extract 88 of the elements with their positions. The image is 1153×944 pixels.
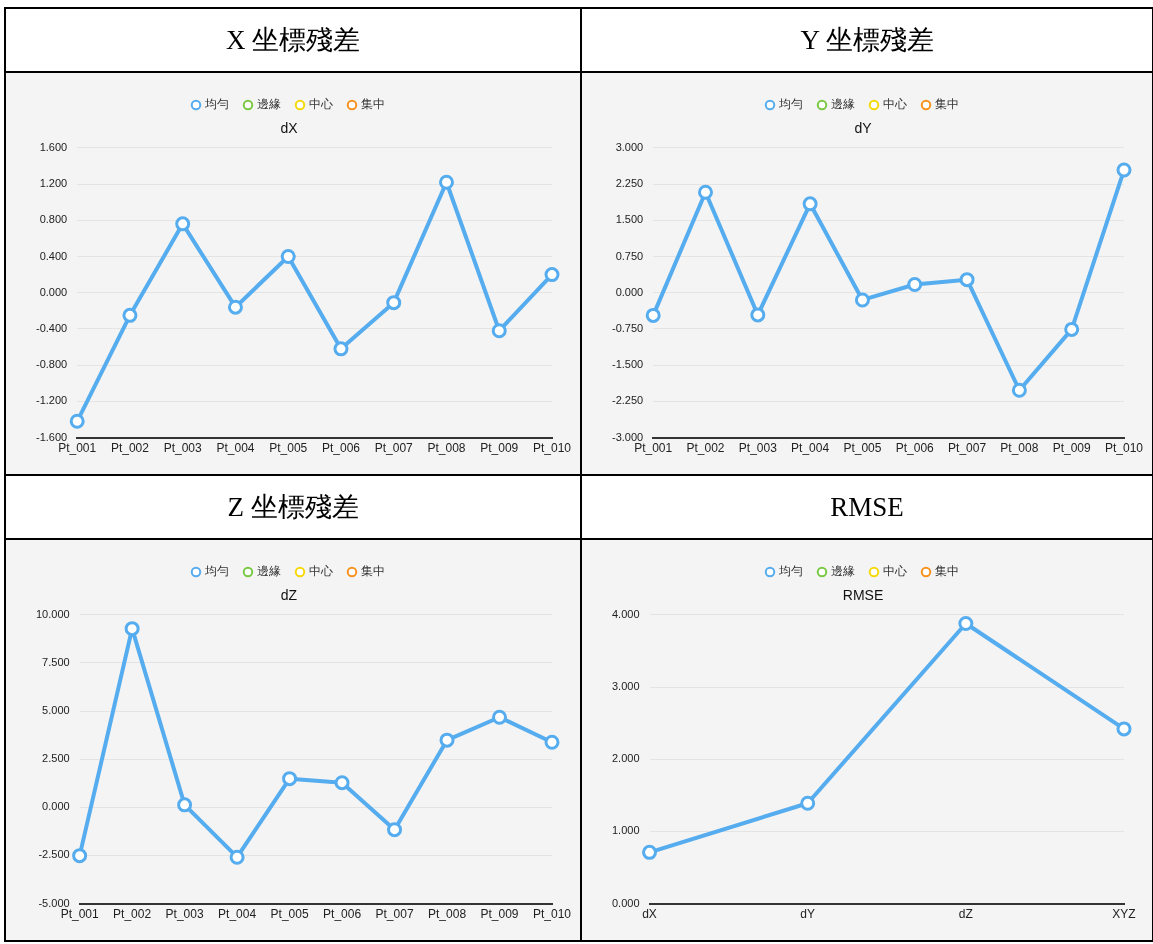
y-tick-label: -2.250 [611, 394, 644, 407]
x-tick-label: Pt_004 [791, 441, 830, 456]
y-tick-label: 2.000 [612, 752, 640, 765]
chart-subtitle: dX [280, 120, 299, 137]
y-tick-label: 1.000 [612, 824, 640, 837]
y-tick-label: -0.800 [35, 358, 68, 371]
y-tick-label: 0.800 [39, 213, 68, 226]
y-tick-label: 0.000 [42, 800, 70, 813]
legend-label: 中心 [309, 97, 333, 112]
y-tick-label: 1.200 [39, 177, 68, 190]
y-tick-label: -2.500 [38, 848, 70, 861]
legend-label: 集中 [361, 97, 385, 112]
legend-label: 邊緣 [831, 564, 855, 579]
y-tick-label: -1.600 [35, 430, 68, 443]
x-tick-label: Pt_005 [269, 441, 308, 456]
x-tick-label: Pt_009 [480, 441, 519, 456]
x-tick-label: Pt_003 [738, 441, 778, 456]
x-tick-label: Pt_001 [60, 907, 99, 922]
x-tick-label: Pt_004 [216, 441, 255, 456]
y-tick-label: 1.600 [39, 140, 68, 153]
y-tick-label: 0.000 [612, 896, 640, 909]
x-tick-label: dX [642, 907, 657, 922]
legend-label: 集中 [935, 564, 959, 579]
x-tick-label: dY [800, 907, 816, 922]
chart-subtitle: dZ [280, 587, 298, 604]
y-tick-label: 2.250 [615, 177, 644, 190]
legend-label: 邊緣 [257, 97, 281, 112]
y-tick-label: 0.750 [615, 249, 644, 262]
x-tick-label: Pt_006 [895, 441, 935, 456]
x-tick-label: dZ [958, 907, 973, 922]
chart-title: Z 坐標殘差 [6, 476, 580, 540]
legend-label: 中心 [309, 564, 333, 579]
x-tick-label: Pt_009 [1052, 441, 1092, 456]
y-tick-label: 0.000 [615, 285, 644, 298]
y-tick-label: -0.400 [35, 321, 68, 334]
legend-label: 邊緣 [257, 564, 281, 579]
chart-subtitle: RMSE [842, 587, 884, 604]
x-tick-label: XYZ [1112, 907, 1136, 922]
legend-label: 均勻 [778, 97, 803, 112]
y-tick-label: -1.200 [35, 394, 68, 407]
legend-label: 集中 [361, 564, 385, 579]
legend-label: 集中 [935, 97, 959, 112]
x-tick-label: Pt_010 [532, 907, 572, 922]
y-tick-label: 4.000 [612, 607, 640, 620]
x-tick-label: Pt_002 [113, 907, 152, 922]
y-tick-label: 0.000 [39, 285, 68, 298]
y-tick-label: 5.000 [42, 704, 70, 717]
x-tick-label: Pt_002 [686, 441, 725, 456]
legend-label: 中心 [883, 97, 907, 112]
x-tick-label: Pt_006 [323, 907, 362, 922]
y-tick-label: -1.500 [611, 358, 644, 371]
x-tick-label: Pt_002 [110, 441, 150, 456]
x-tick-label: Pt_006 [321, 441, 361, 456]
x-tick-label: Pt_010 [532, 441, 572, 456]
chart-title: Y 坐標殘差 [582, 9, 1152, 73]
x-tick-label: Pt_007 [948, 441, 987, 456]
y-tick-label: 1.500 [615, 213, 644, 226]
x-tick-label: Pt_001 [634, 441, 673, 456]
y-tick-label: 7.500 [42, 655, 70, 668]
x-tick-label: Pt_005 [843, 441, 882, 456]
x-tick-label: Pt_005 [270, 907, 309, 922]
x-tick-label: Pt_003 [165, 907, 204, 922]
y-tick-label: -0.750 [611, 321, 644, 334]
y-tick-label: 3.000 [612, 680, 640, 693]
chart-title: X 坐標殘差 [6, 9, 580, 73]
x-tick-label: Pt_008 [428, 907, 467, 922]
legend-label: 均勻 [204, 97, 229, 112]
y-tick-label: -3.000 [611, 430, 644, 443]
legend-label: 邊緣 [831, 97, 855, 112]
y-tick-label: 2.500 [42, 752, 70, 765]
legend-label: 中心 [883, 564, 907, 579]
x-tick-label: Pt_009 [480, 907, 519, 922]
x-tick-label: Pt_003 [163, 441, 203, 456]
x-tick-label: Pt_008 [1000, 441, 1039, 456]
x-tick-label: Pt_004 [218, 907, 257, 922]
y-tick-label: -5.000 [38, 896, 70, 909]
legend-label: 均勻 [778, 564, 803, 579]
x-tick-label: Pt_010 [1104, 441, 1144, 456]
x-tick-label: Pt_007 [375, 907, 414, 922]
chart-title: RMSE [582, 476, 1152, 540]
y-tick-label: 10.000 [35, 607, 70, 620]
y-tick-label: 3.000 [615, 140, 644, 153]
chart-subtitle: dY [854, 120, 873, 137]
x-tick-label: Pt_001 [58, 441, 97, 456]
legend-label: 均勻 [204, 564, 229, 579]
y-tick-label: 0.400 [39, 249, 68, 262]
x-tick-label: Pt_007 [374, 441, 414, 456]
x-tick-label: Pt_008 [427, 441, 466, 456]
